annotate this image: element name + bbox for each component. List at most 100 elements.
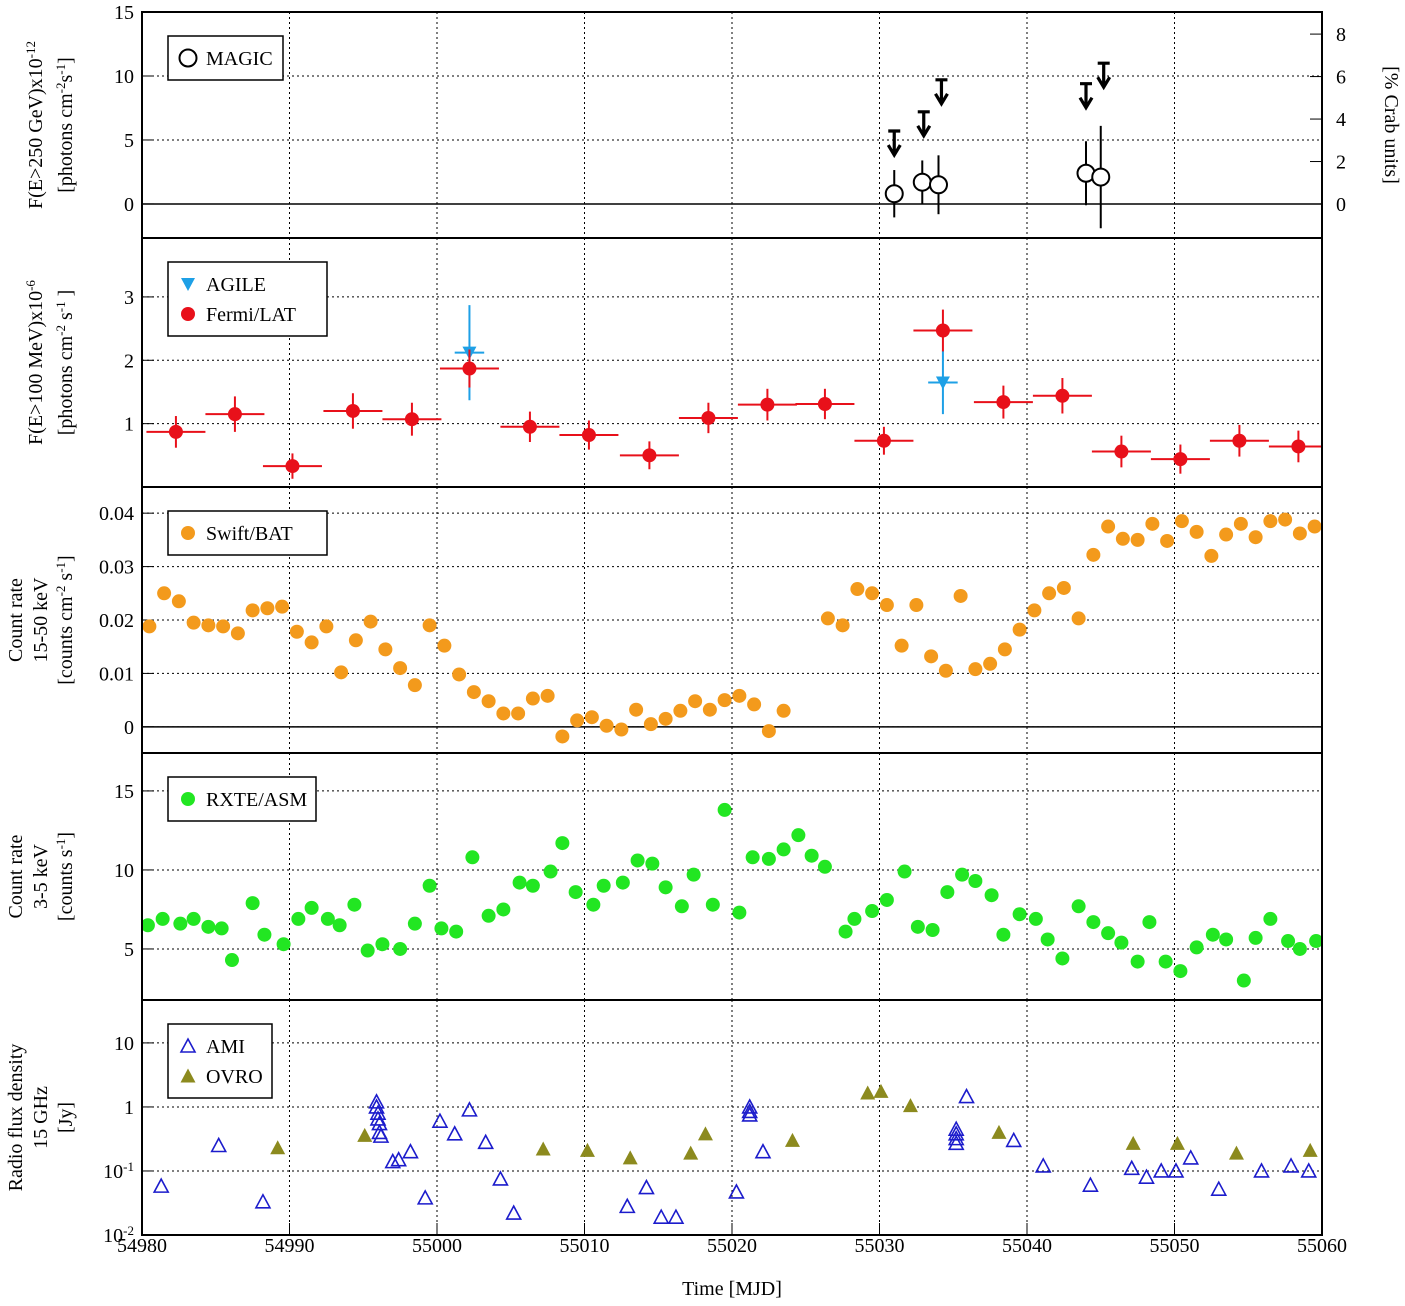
x-tick-label: 55030 bbox=[855, 1235, 905, 1257]
marker bbox=[1130, 954, 1145, 969]
marker bbox=[1253, 1162, 1270, 1178]
marker bbox=[929, 175, 948, 195]
marker bbox=[360, 943, 375, 958]
plot-frame bbox=[141, 752, 1323, 1001]
marker bbox=[245, 603, 260, 618]
marker bbox=[407, 678, 422, 693]
marker bbox=[254, 1193, 272, 1209]
marker bbox=[168, 424, 183, 439]
marker bbox=[897, 864, 912, 879]
marker bbox=[257, 927, 272, 942]
marker bbox=[1204, 548, 1219, 563]
marker bbox=[958, 1087, 975, 1104]
marker bbox=[1145, 516, 1160, 531]
y-tick-label: 0.01 bbox=[99, 663, 134, 685]
marker bbox=[618, 1197, 636, 1214]
marker bbox=[761, 851, 776, 866]
marker bbox=[865, 586, 880, 601]
marker bbox=[1005, 1131, 1023, 1148]
marker bbox=[804, 848, 819, 863]
marker bbox=[178, 48, 198, 68]
marker bbox=[431, 1112, 449, 1128]
marker bbox=[1040, 932, 1055, 947]
upper-limit bbox=[934, 78, 949, 107]
superscript: -1 bbox=[53, 839, 68, 850]
superscript: -2 bbox=[123, 1223, 134, 1238]
marker bbox=[717, 802, 732, 817]
superscript: -2 bbox=[53, 83, 68, 94]
legend-label: OVRO bbox=[206, 1066, 263, 1088]
marker bbox=[924, 649, 939, 664]
marker bbox=[997, 642, 1012, 657]
marker bbox=[304, 635, 319, 650]
marker bbox=[688, 694, 703, 709]
marker bbox=[181, 278, 195, 291]
marker bbox=[525, 878, 540, 893]
y2-tick-label: 0 bbox=[1336, 194, 1346, 216]
marker bbox=[332, 918, 347, 933]
marker bbox=[596, 878, 611, 893]
marker bbox=[505, 1204, 523, 1220]
marker bbox=[535, 1141, 551, 1156]
marker bbox=[152, 1177, 170, 1193]
marker bbox=[369, 1110, 387, 1126]
x-tick-label: 55020 bbox=[707, 1235, 757, 1257]
marker bbox=[1082, 1176, 1099, 1192]
y-tick-label: 0.02 bbox=[99, 610, 134, 632]
marker bbox=[275, 599, 290, 614]
marker bbox=[186, 911, 201, 926]
y-axis-label: 15-50 keV bbox=[30, 577, 52, 663]
marker bbox=[705, 897, 720, 912]
marker bbox=[157, 586, 172, 601]
marker bbox=[879, 892, 894, 907]
marker bbox=[1071, 611, 1086, 626]
marker bbox=[701, 410, 716, 425]
marker bbox=[784, 1132, 800, 1147]
marker bbox=[1091, 167, 1111, 187]
marker bbox=[817, 397, 832, 411]
marker bbox=[481, 694, 496, 709]
marker bbox=[1028, 911, 1043, 926]
marker bbox=[393, 941, 408, 956]
label-part: 15-50 keV bbox=[30, 577, 52, 663]
marker bbox=[1282, 1157, 1300, 1173]
label-part: 15 GHz bbox=[30, 1086, 52, 1149]
marker bbox=[1012, 622, 1027, 637]
marker bbox=[643, 717, 658, 732]
marker bbox=[599, 718, 614, 733]
y-tick-label: 10 bbox=[114, 1033, 134, 1055]
label-part: 10 bbox=[103, 1161, 123, 1183]
marker bbox=[935, 376, 950, 390]
marker bbox=[404, 412, 419, 427]
y-tick-label: 5 bbox=[124, 130, 134, 152]
marker bbox=[776, 842, 791, 857]
marker bbox=[179, 1037, 197, 1053]
marker bbox=[732, 688, 747, 703]
marker bbox=[1263, 514, 1278, 529]
marker bbox=[642, 448, 657, 463]
marker bbox=[1130, 532, 1145, 547]
marker bbox=[991, 1124, 1007, 1139]
legend-label: AGILE bbox=[206, 274, 266, 296]
marker bbox=[955, 867, 970, 882]
marker bbox=[437, 638, 452, 653]
marker bbox=[622, 1150, 638, 1165]
marker bbox=[1173, 452, 1188, 467]
y-axis-label: Radio flux density bbox=[5, 1044, 27, 1192]
marker bbox=[434, 921, 449, 936]
label-part: [% Crab units] bbox=[1380, 66, 1402, 184]
y-tick-label: 10 bbox=[114, 860, 134, 882]
marker bbox=[345, 403, 360, 418]
y-axis-label: [counts cm-2 s-1] bbox=[53, 555, 78, 684]
marker bbox=[285, 459, 300, 474]
label-part: Radio flux density bbox=[5, 1044, 27, 1192]
legend-label: Swift/BAT bbox=[206, 523, 293, 545]
marker bbox=[935, 323, 950, 338]
marker bbox=[210, 1136, 228, 1153]
marker bbox=[1114, 444, 1129, 459]
marker bbox=[1086, 915, 1101, 930]
marker bbox=[702, 702, 717, 717]
marker bbox=[835, 618, 850, 633]
marker bbox=[446, 1125, 464, 1141]
